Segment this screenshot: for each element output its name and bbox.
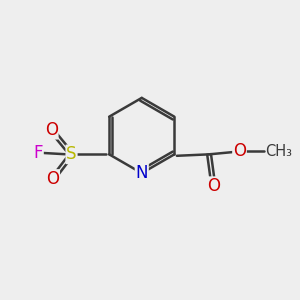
Text: O: O — [207, 177, 220, 195]
Text: N: N — [136, 164, 148, 182]
Text: O: O — [233, 142, 246, 160]
Text: O: O — [46, 170, 59, 188]
Text: O: O — [45, 121, 58, 139]
Text: S: S — [66, 145, 77, 163]
Text: F: F — [34, 144, 43, 162]
Text: CH₃: CH₃ — [266, 144, 292, 159]
